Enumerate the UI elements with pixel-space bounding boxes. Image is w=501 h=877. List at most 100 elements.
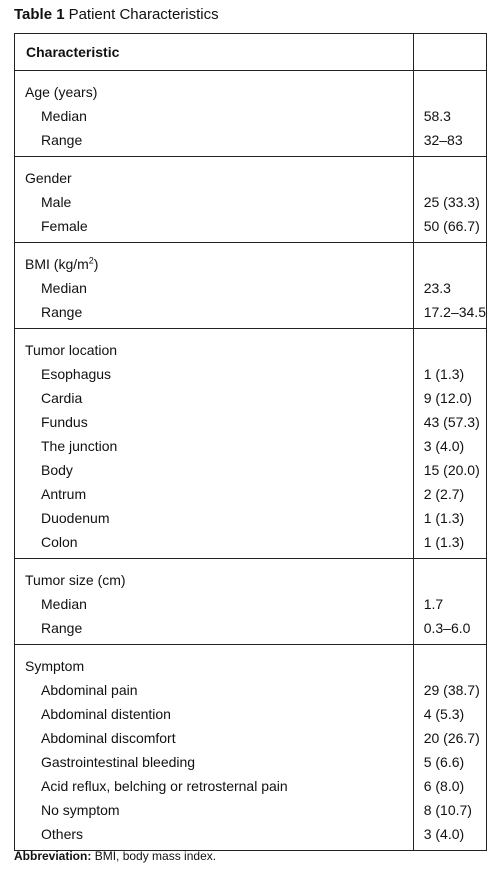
data-row: Antrum 2 (2.7) [14,482,487,506]
row-value: 15 (20.0) [423,462,480,478]
row-group: Gender Male 25 (33.3) Female 50 (66.7) [14,156,487,243]
data-row: Range 17.2–34.5 [14,300,487,329]
row-label: Median [14,276,414,300]
row-value: 3 (4.0) [423,826,465,842]
row-label: Cardia [14,386,414,410]
data-row: Abdominal distention 4 (5.3) [14,702,487,726]
data-row: Acid reflux, belching or retrosternal pa… [14,774,487,798]
footnote-label: Abbreviation: [14,849,92,863]
header-cell [413,33,487,71]
data-row: Median 58.3 [14,104,487,128]
row-group: Tumor size (cm) Median 1.7 Range 0.3–6.0 [14,558,487,645]
footnote: Abbreviation: BMI, body mass index. [14,849,216,863]
row-label: Acid reflux, belching or retrosternal pa… [14,774,414,798]
row-group: Tumor location Esophagus 1 (1.3) Cardia 9 (1… [14,328,487,559]
label-text: Tumor size (cm) [25,572,126,588]
row-label: No symptom [14,798,414,822]
group-label-row: Age (years) [14,70,487,104]
row-value: 2 (2.7) [423,486,465,502]
row-value: 58.3 [423,108,451,124]
group-label: Age (years) [14,70,414,104]
data-row: The junction 3 (4.0) [14,434,487,458]
row-label: Body [14,458,414,482]
row-label: Range [14,616,414,645]
label-text: ) [93,256,99,272]
row-value: 0.3–6.0 [423,620,471,636]
row-value: 23.3 [423,280,451,296]
data-row: Range 0.3–6.0 [14,616,487,645]
row-label: Fundus [14,410,414,434]
data-row: Median 23.3 [14,276,487,300]
row-label: Antrum [14,482,414,506]
header-cell: Characteristic [14,33,414,71]
data-row: Colon 1 (1.3) [14,530,487,559]
row-value: 29 (38.7) [423,682,480,698]
row-value: 5 (6.6) [423,754,465,770]
row-label: Colon [14,530,414,559]
data-row: Male 25 (33.3) [14,190,487,214]
row-label: Median [14,104,414,128]
group-label: BMI (kg/m2) [14,242,414,276]
caption-title: Patient Characteristics [68,6,219,23]
row-value: 50 (66.7) [423,218,480,234]
row-label: Female [14,214,414,243]
value-cell [413,644,487,678]
row-label: Range [14,128,414,157]
group-label-row: Tumor location [14,328,487,362]
row-label: Range [14,300,414,329]
row-value: 1 (1.3) [423,534,465,550]
group-label-row: Tumor size (cm) [14,558,487,592]
label-text: Symptom [25,658,85,674]
row-value: 1 (1.3) [423,366,465,382]
row-group: Symptom Abdominal pain 29 (38.7) Abdominal … [14,644,487,851]
data-row: Range 32–83 [14,128,487,157]
footnote-text: BMI, body mass index. [94,849,217,863]
data-row: Others 3 (4.0) [14,822,487,851]
row-label: Abdominal distention [14,702,414,726]
row-label: Duodenum [14,506,414,530]
label-text: BMI (kg/m [25,256,89,272]
group-label: Tumor size (cm) [14,558,414,592]
value-cell [413,156,487,190]
row-label: Abdominal discomfort [14,726,414,750]
data-row: Esophagus 1 (1.3) [14,362,487,386]
row-label: The junction [14,434,414,458]
value-cell [413,328,487,362]
row-value: 4 (5.3) [423,706,465,722]
data-row: Duodenum 1 (1.3) [14,506,487,530]
group-label: Gender [14,156,414,190]
label-text: Age (years) [25,84,98,100]
row-value: 25 (33.3) [423,194,480,210]
row-value: 1 (1.3) [423,510,465,526]
row-label: Median [14,592,414,616]
row-value: 17.2–34.5 [423,304,486,320]
data-row: No symptom 8 (10.7) [14,798,487,822]
data-row: Female 50 (66.7) [14,214,487,243]
group-label-row: BMI (kg/m2) [14,242,487,276]
label-text: Gender [25,170,72,186]
group-label-row: Symptom [14,644,487,678]
value-cell [413,70,487,104]
row-group: BMI (kg/m2) Median 23.3 Range 17.2–34.5 [14,242,487,329]
label-text: Tumor location [25,342,118,358]
row-label: Others [14,822,414,851]
data-row: Median 1.7 [14,592,487,616]
caption-label: Table 1 [14,6,65,23]
data-row: Body 15 (20.0) [14,458,487,482]
data-row: Cardia 9 (12.0) [14,386,487,410]
characteristics-table: Characteristic Age (years) Median 58.3 Rang… [14,33,487,851]
row-value: 3 (4.0) [423,438,465,454]
data-row: Fundus 43 (57.3) [14,410,487,434]
row-label: Gastrointestinal bleeding [14,750,414,774]
row-value: 32–83 [423,132,463,148]
row-label: Male [14,190,414,214]
data-row: Abdominal pain 29 (38.7) [14,678,487,702]
row-label: Abdominal pain [14,678,414,702]
superscript: 2 [88,255,94,266]
value-cell [413,558,487,592]
value-cell [413,242,487,276]
data-row: Gastrointestinal bleeding 5 (6.6) [14,750,487,774]
group-label: Symptom [14,644,414,678]
table-caption: Table 1 Patient Characteristics [14,6,219,23]
